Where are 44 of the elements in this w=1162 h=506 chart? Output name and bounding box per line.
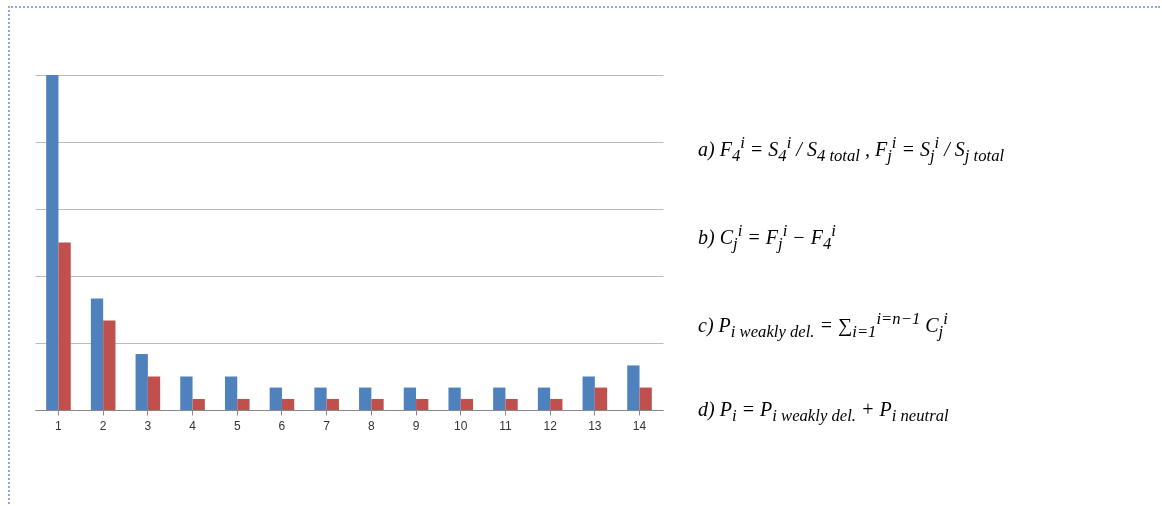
bar [493, 387, 506, 410]
bar [326, 398, 339, 410]
bar [416, 398, 429, 410]
bar [359, 387, 372, 410]
bar [46, 75, 59, 410]
bar [582, 376, 595, 410]
bar [135, 354, 148, 410]
x-tick-label: 12 [543, 419, 558, 433]
bar [58, 242, 71, 410]
bar [90, 298, 104, 410]
x-tick-label: 1 [55, 419, 63, 433]
x-tick-label: 2 [99, 419, 107, 433]
bar [505, 398, 518, 410]
bar [269, 387, 282, 410]
bar [224, 376, 238, 410]
bar [448, 387, 461, 410]
x-tick-label: 8 [368, 419, 376, 433]
bar [403, 387, 417, 410]
x-tick-label: 3 [144, 419, 152, 433]
text: d) P$_{i}$ = P$_{i weakly del.}$ + P$_{i neutral}$ [698, 398, 950, 427]
bar [281, 398, 295, 410]
x-tick-label: 6 [278, 419, 286, 433]
bar [180, 376, 193, 410]
bar [371, 398, 384, 410]
bar [639, 387, 652, 410]
x-tick-label: 9 [412, 419, 420, 433]
x-tick-label: 7 [323, 419, 331, 433]
x-tick-label: 4 [189, 419, 197, 433]
x-tick-label: 13 [588, 419, 602, 433]
bar [237, 398, 250, 410]
x-tick-label: 10 [454, 419, 468, 433]
x-tick-label: 14 [632, 419, 647, 433]
bar [192, 398, 205, 410]
x-tick-label: 5 [233, 419, 241, 433]
bar [594, 387, 608, 410]
text: a) F$_{4}$$^{i}$ = S$_{4}$$^{i}$ / S$_{4 total}$ , F$_{j}$$^{i}$ = S$_{j}$$^{i}$ / S$_{j total}$ [698, 133, 1005, 165]
x-tick-label: 11 [499, 419, 512, 433]
bar [537, 387, 551, 410]
bar [314, 387, 327, 410]
bar [103, 320, 116, 410]
bar [147, 376, 161, 410]
bar [550, 398, 563, 410]
bar [627, 365, 640, 410]
bar [460, 398, 474, 410]
